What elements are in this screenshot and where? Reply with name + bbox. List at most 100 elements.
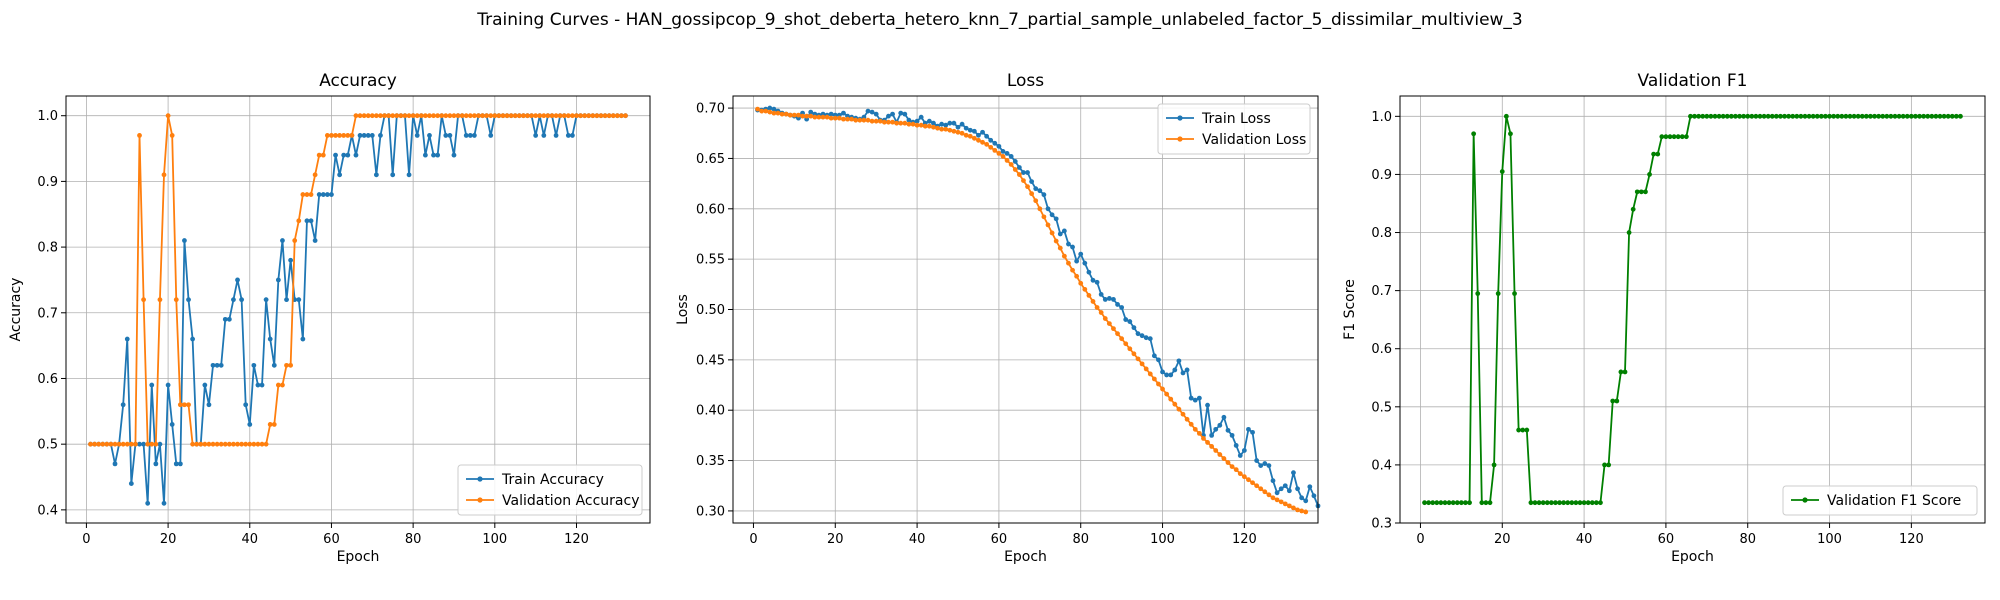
chart-accuracy-series-train-accuracy-point — [165, 382, 171, 388]
chart-loss-series-validation-loss-point — [1151, 376, 1157, 382]
chart-accuracy-series-train-accuracy-point — [308, 218, 314, 224]
chart-validation-f1-series-validation-f1-score-point — [1953, 113, 1959, 119]
chart-accuracy-series-validation-accuracy-point — [292, 238, 298, 243]
chart-accuracy-series-validation-accuracy-point — [427, 113, 432, 119]
chart-accuracy-series-validation-accuracy-point — [623, 113, 628, 119]
chart-validation-f1-series-validation-f1-score-point — [1778, 113, 1783, 119]
chart-accuracy-series-validation-accuracy-point — [112, 441, 118, 447]
chart-accuracy-series-validation-accuracy-point — [173, 297, 179, 303]
chart-accuracy-series-validation-accuracy-point — [496, 113, 502, 119]
chart-loss-series-train-loss-point — [1176, 358, 1182, 364]
chart-loss-series-train-loss-point — [955, 124, 961, 130]
chart-validation-f1-series-validation-f1-score-point — [1884, 113, 1890, 119]
chart-validation-f1-series-validation-f1-score-point — [1937, 113, 1943, 119]
chart-validation-f1-series-validation-f1-score-point — [1528, 500, 1534, 506]
chart-loss-series-validation-loss-point — [1303, 509, 1309, 515]
chart-accuracy-series-validation-accuracy-point — [345, 133, 351, 138]
chart-loss-series-train-loss-point — [1111, 297, 1116, 302]
chart-accuracy-xtick-label: 100 — [482, 532, 507, 547]
chart-loss-series-train-loss-point — [1127, 319, 1133, 324]
chart-validation-f1-series-validation-f1-score-point — [1442, 500, 1448, 506]
chart-loss-series-train-loss-point — [1086, 269, 1092, 275]
chart-validation-f1-series-validation-f1-score-point — [1532, 500, 1538, 506]
chart-loss-series-train-loss-point — [1209, 432, 1215, 438]
chart-validation-f1-series-validation-f1-score-point — [1655, 151, 1661, 157]
chart-accuracy-series-validation-accuracy-point — [529, 113, 534, 119]
chart-loss-series-train-loss-point — [1143, 335, 1149, 341]
chart-loss-series-train-loss-point — [914, 118, 920, 124]
chart-validation-f1-series-validation-f1-score-point — [1769, 113, 1775, 119]
chart-loss-series-train-loss-point — [1299, 495, 1305, 501]
chart-validation-f1-series-validation-f1-score-point — [1471, 131, 1477, 137]
chart-validation-f1-series-validation-f1-score-point — [1589, 500, 1595, 506]
chart-validation-f1-series-validation-f1-score-point — [1917, 113, 1922, 119]
chart-loss-series-validation-loss-point — [1225, 460, 1231, 465]
chart-validation-f1-series-validation-f1-score-point — [1708, 113, 1714, 119]
chart-validation-f1-series-validation-f1-score-point — [1553, 500, 1558, 506]
chart-accuracy-series-validation-accuracy-point — [194, 441, 200, 447]
chart-accuracy-series-train-accuracy-point — [243, 402, 249, 408]
chart-validation-f1-series-validation-f1-score-point — [1888, 113, 1894, 119]
chart-accuracy-ytick-label: 0.8 — [37, 241, 58, 256]
chart-loss-legend: Train Loss Validation Loss — [1157, 103, 1311, 155]
chart-loss-series-validation-loss-point — [881, 119, 887, 125]
chart-accuracy-series-train-accuracy-point — [365, 133, 371, 138]
chart-loss-series-validation-loss-point — [976, 137, 981, 143]
chart-loss-series-train-loss-point — [988, 137, 994, 143]
chart-loss-series-train-loss-point — [828, 111, 834, 117]
chart-loss-series-train-loss-point — [890, 111, 895, 117]
chart-accuracy-series-validation-accuracy-point — [280, 382, 285, 388]
chart-accuracy-series-train-accuracy-point — [120, 402, 126, 408]
chart-loss-series-validation-loss-point — [947, 127, 953, 133]
chart-validation-f1-series-validation-f1-score-point — [1524, 427, 1530, 433]
chart-accuracy-series-train-accuracy-point — [128, 481, 134, 486]
chart-validation-f1-series-validation-f1-score-point — [1868, 113, 1873, 119]
chart-validation-f1-series-validation-f1-score-point — [1814, 113, 1820, 119]
chart-accuracy-series-train-accuracy-point — [565, 133, 571, 138]
chart-accuracy-xtick-label: 120 — [564, 532, 589, 547]
chart-loss-series-validation-loss-point — [1278, 499, 1284, 505]
chart-accuracy-series-validation-accuracy-point — [353, 113, 359, 119]
chart-loss-series-train-loss-point — [886, 113, 891, 119]
chart-loss-series-validation-loss-point — [1266, 492, 1272, 498]
chart-accuracy-series-validation-accuracy-point — [369, 113, 375, 119]
chart-loss-series-validation-loss-point — [1258, 486, 1264, 492]
chart-accuracy-series-validation-accuracy-point — [92, 441, 97, 447]
chart-accuracy-series-validation-accuracy-point — [504, 113, 510, 119]
chart-accuracy-series-validation-accuracy-point — [137, 133, 142, 138]
chart-accuracy-series-train-accuracy-point — [316, 192, 322, 197]
chart-loss-series-validation-loss-point — [1217, 452, 1223, 457]
chart-loss-series-train-loss-point — [841, 110, 846, 116]
chart-accuracy-series-train-accuracy-point — [570, 133, 575, 138]
chart-validation-f1-series-validation-f1-score-point — [1839, 113, 1845, 119]
chart-validation-f1: 0 20 40 60 80 100 120 0.3 0.4 0.5 0.6 0.7 0.8 0.9 1.0 V… — [1342, 71, 1986, 565]
chart-accuracy-series-train-accuracy-point — [190, 336, 196, 342]
chart-loss-series-validation-loss-point — [808, 113, 814, 119]
chart-accuracy-series-validation-accuracy-point — [133, 441, 138, 447]
chart-loss-series-validation-loss-point — [1286, 503, 1292, 509]
chart-accuracy-series-validation-accuracy-point — [218, 441, 224, 447]
chart-accuracy-series-validation-accuracy-point — [284, 362, 289, 368]
chart-accuracy-series-validation-accuracy-point — [378, 113, 383, 119]
chart-loss-series-validation-loss-point — [1295, 507, 1300, 513]
chart-loss-ylabel: Loss — [675, 294, 691, 325]
chart-loss-series-train-loss-point — [971, 128, 977, 134]
chart-accuracy-series-train-accuracy-point — [329, 192, 334, 197]
chart-loss-series-validation-loss-point — [1049, 230, 1055, 236]
chart-validation-f1-series-validation-f1-score-point — [1945, 113, 1951, 119]
chart-loss-series-validation-loss-point — [955, 129, 961, 135]
chart-validation-f1-series-validation-f1-score-point — [1479, 500, 1485, 506]
chart-accuracy-series-validation-accuracy-point — [157, 297, 163, 303]
subplots: 0 20 40 60 80 100 120 0.4 0.5 0.6 0.7 0.8 0.9 1.0 Accu… — [8, 71, 1986, 565]
chart-loss-legend-entry-train-loss-label: Train Loss — [1201, 111, 1271, 127]
chart-validation-f1-ytick-label: 0.4 — [1371, 458, 1392, 473]
chart-loss-series-train-loss-point — [1246, 426, 1251, 432]
chart-accuracy-series-train-accuracy-point — [296, 297, 302, 303]
chart-loss-series-validation-loss-point — [1131, 351, 1137, 357]
chart-validation-f1-series-validation-f1-score-point — [1704, 113, 1710, 119]
chart-loss-series-train-loss-point — [1151, 353, 1157, 359]
chart-loss-xtick-label: 100 — [1150, 532, 1175, 547]
chart-accuracy-legend-entry-train-accuracy-label: Train Accuracy — [501, 472, 604, 488]
chart-loss-series-validation-loss-point — [787, 112, 793, 118]
chart-loss-series-validation-loss-point — [828, 115, 834, 121]
